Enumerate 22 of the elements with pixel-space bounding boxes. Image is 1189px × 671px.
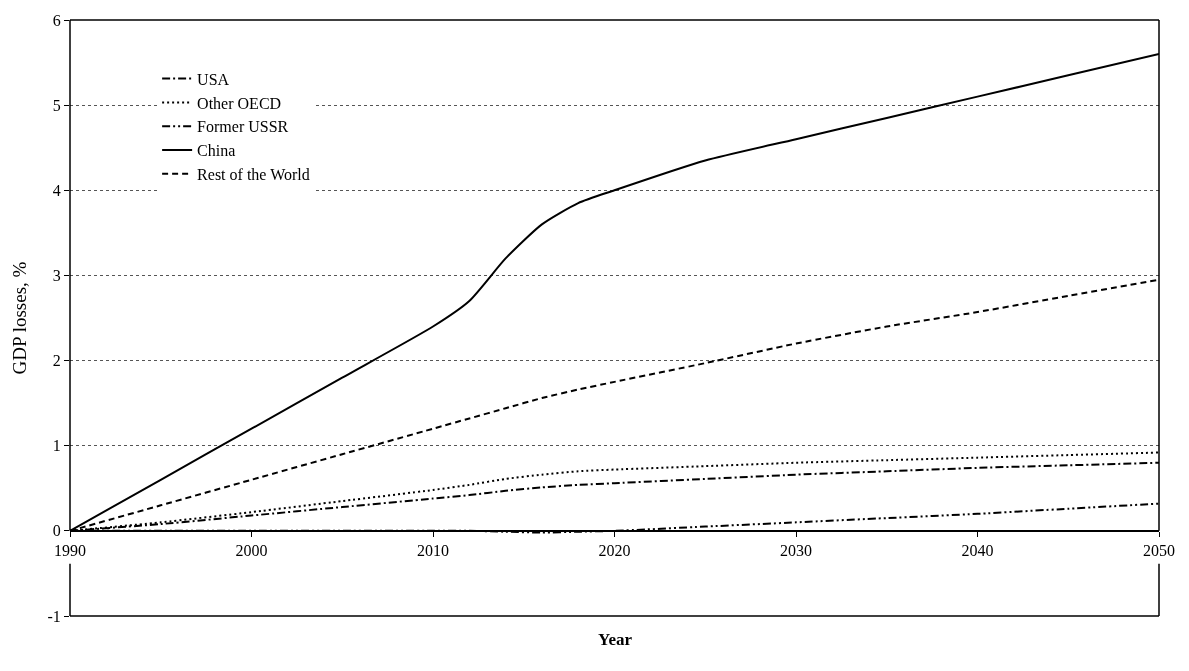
y-tick-label: 3	[52, 267, 61, 285]
y-tick-label: 4	[52, 181, 61, 199]
x-tick-label: 1990	[54, 541, 86, 559]
y-tick-label: 5	[52, 96, 61, 114]
y-tick-label: 1	[52, 437, 61, 455]
x-tick-label: 2010	[417, 541, 449, 559]
x-axis-title: Year	[598, 630, 633, 649]
x-tick-label: 2030	[780, 541, 812, 559]
y-axis-title: GDP losses, %	[9, 261, 31, 375]
x-tick-label: 2050	[1143, 541, 1175, 559]
legend-label: Former USSR	[197, 118, 289, 136]
y-tick-label: 0	[52, 522, 61, 540]
x-tick-label: 2020	[598, 541, 631, 559]
y-tick-label: -1	[47, 607, 61, 625]
legend-label: USA	[197, 70, 230, 88]
x-tick-label: 2040	[961, 541, 994, 559]
legend-label: China	[197, 142, 236, 160]
x-tick-label: 2000	[235, 541, 268, 559]
legend-label: Rest of the World	[197, 166, 310, 184]
legend-label: Other OECD	[197, 94, 282, 112]
y-tick-label: 6	[52, 11, 61, 29]
y-tick-label: 2	[52, 352, 61, 370]
